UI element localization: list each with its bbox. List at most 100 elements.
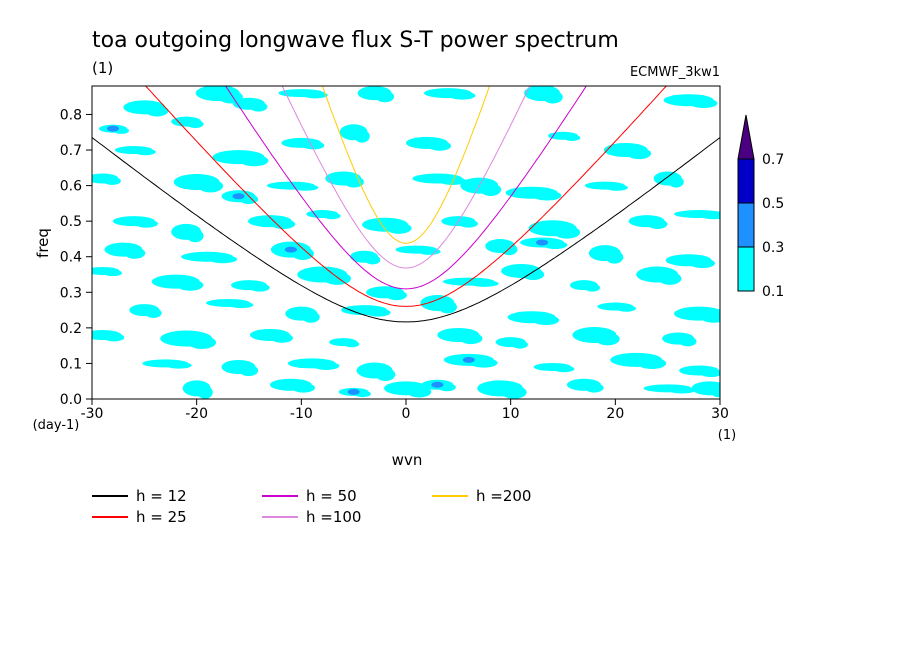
contour-patch (505, 186, 562, 201)
legend: h = 12 h = 25 h = 50 h =100 h =200 (92, 487, 531, 526)
legend-item: h = 12 (92, 487, 187, 505)
contour-patch (533, 362, 575, 373)
colorbar-arrow (737, 114, 755, 160)
x-axis-label: wvn (392, 451, 423, 469)
colorbar-segment (737, 202, 755, 248)
contour-patch (112, 216, 159, 228)
contour-patch (173, 174, 224, 193)
contour-patch (287, 358, 340, 370)
contour-patch (443, 353, 498, 368)
contour-patch (366, 286, 407, 301)
contour-patch (92, 173, 121, 185)
contour-patch (610, 352, 667, 369)
contour-patch (357, 86, 395, 103)
y-tick-label: 0.2 (60, 321, 82, 337)
contour-patch (384, 381, 432, 398)
chart-title: toa outgoing longwave flux S-T power spe… (92, 28, 619, 53)
legend-label: h = 50 (306, 487, 357, 505)
contour-patch (653, 171, 684, 188)
contour-patch (269, 378, 316, 393)
contour-patch (341, 305, 391, 317)
colorbar-label: 0.5 (762, 196, 784, 212)
contour-patch (442, 277, 499, 287)
contour-patch (297, 266, 352, 285)
x-tick-label: -10 (290, 406, 313, 422)
y-axis-label: freq (34, 228, 52, 258)
contour-patch (569, 280, 601, 292)
contour-patch (231, 280, 270, 292)
dispersion-curve (92, 137, 720, 323)
contour-patch (437, 327, 483, 345)
contour-patch (662, 332, 697, 347)
contour-patch (270, 241, 314, 261)
x-axis: -30 -20 -10 0 10 20 30 (81, 399, 729, 422)
contour-patch (247, 215, 296, 229)
contour-patch (548, 131, 581, 141)
contour-patch (181, 251, 238, 264)
contour-patch (278, 89, 328, 99)
colorbar: 0.1 0.3 0.5 0.7 (737, 114, 784, 300)
dispersion-curve (224, 86, 587, 290)
contour-patch (151, 274, 204, 291)
contour-patch (477, 380, 527, 399)
contour-patch (441, 216, 478, 228)
contour-patch (338, 387, 371, 398)
contour-patch (92, 329, 125, 342)
contour-patch (674, 306, 720, 323)
contour-patch (221, 359, 259, 377)
contour-patch (460, 177, 502, 196)
contour-patch (597, 302, 637, 312)
contour-patch (160, 330, 217, 349)
contour-patch (572, 326, 620, 346)
contour-patch (628, 215, 668, 229)
legend-item: h =200 (432, 487, 531, 505)
contour-patch (420, 294, 457, 314)
contour-patch (206, 298, 254, 309)
legend-item: h = 25 (92, 508, 187, 526)
plot-frame (91, 85, 721, 400)
colorbar-label: 0.1 (762, 284, 784, 300)
x-tick-label: -30 (81, 406, 104, 422)
contour-patch (674, 210, 720, 220)
chart-subtitle-left: (1) (92, 59, 113, 77)
contour-patch (142, 359, 192, 369)
contour-patch (691, 381, 720, 398)
y-tick-label: 0.0 (60, 392, 82, 408)
contour-patch (603, 143, 652, 160)
contour-patch (266, 181, 319, 191)
dispersion-curves (92, 86, 720, 323)
contour-patch (350, 250, 381, 265)
y-tick-label: 0.7 (60, 143, 82, 159)
contour-patch (520, 237, 568, 249)
y-axis: 0.0 0.1 0.2 0.3 0.4 0.5 0.6 0.7 0.8 (60, 107, 92, 408)
contour-patch (584, 181, 628, 191)
contour-patch (524, 86, 563, 104)
contour-patch (665, 254, 716, 269)
x-tick-label: -20 (185, 406, 208, 422)
contour-patch (329, 338, 360, 348)
y-tick-label: 0.4 (60, 250, 82, 266)
contour-patch (495, 337, 528, 349)
legend-label: h = 12 (136, 487, 187, 505)
legend-label: h =100 (306, 508, 361, 526)
contour-patch (339, 124, 370, 143)
contour-patch (356, 362, 396, 381)
y-tick-label: 0.6 (60, 179, 82, 195)
contour-patch (281, 137, 325, 150)
contour-patch (423, 88, 476, 100)
contour-patch (528, 220, 581, 239)
x-tick-label: 30 (711, 406, 729, 422)
dispersion-curve (144, 86, 667, 307)
y-tick-label: 0.8 (60, 107, 82, 123)
contour-patch (114, 146, 156, 156)
contour-patch (221, 190, 259, 205)
contour-patch (212, 150, 269, 167)
contour-patch (129, 304, 162, 318)
contour-field (92, 86, 720, 399)
contour-patch (679, 365, 720, 378)
colorbar-segment (737, 246, 755, 292)
legend-label: h = 25 (136, 508, 187, 526)
colorbar-label: 0.7 (762, 152, 784, 168)
dispersion-curve (281, 86, 531, 269)
contour-patch (421, 379, 456, 392)
